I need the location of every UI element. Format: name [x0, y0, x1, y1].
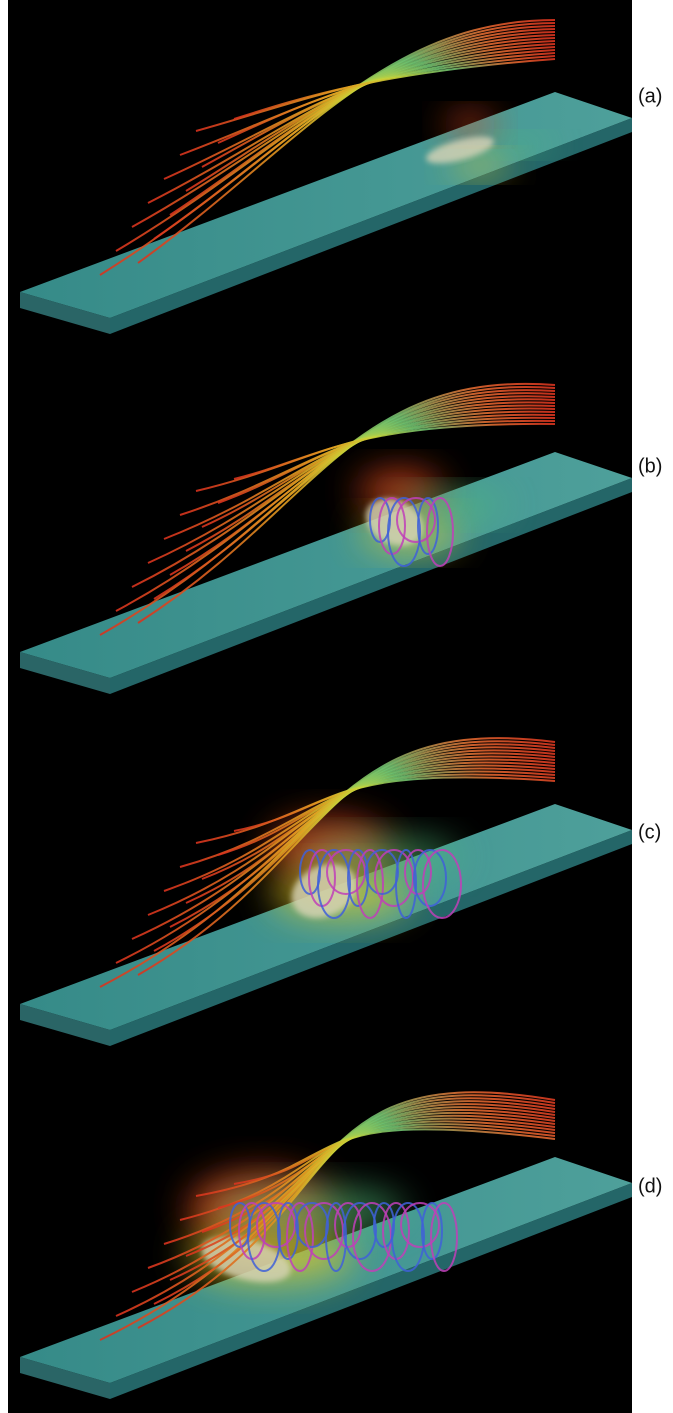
- page: (a)(b)(c)(d) (() => { const data = JSON.…: [0, 0, 673, 1413]
- heat-green: [488, 137, 552, 153]
- panel-label: (b): [638, 455, 662, 477]
- heat-red: [446, 113, 494, 137]
- figure: (a) (b) (c) (d): [0, 0, 673, 1413]
- panel-label: (d): [638, 1175, 662, 1197]
- panel-label: (a): [638, 85, 662, 107]
- panel-label: (c): [638, 821, 661, 843]
